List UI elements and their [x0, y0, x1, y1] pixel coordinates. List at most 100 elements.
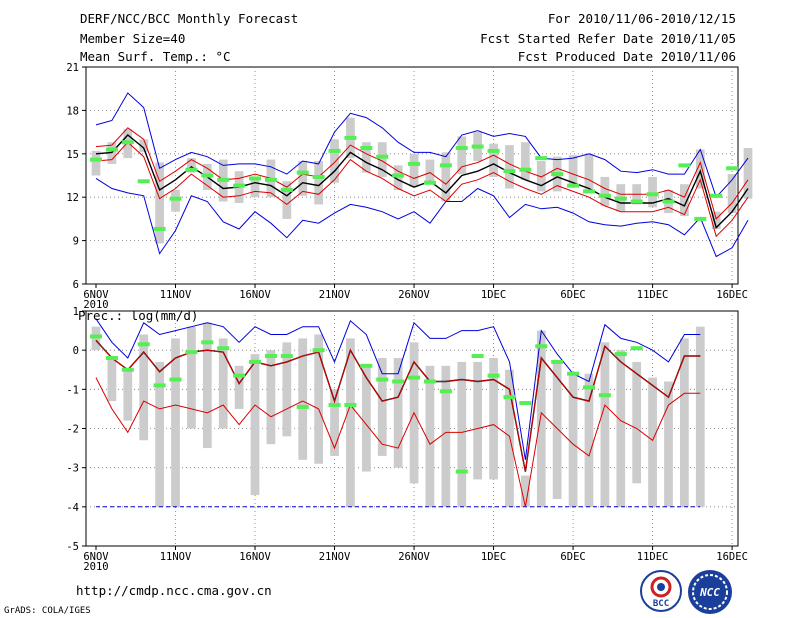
- prec-spread-box: [552, 361, 562, 499]
- temp-observed-mark: [439, 163, 452, 168]
- prec-xtick-label: 16NOV: [239, 551, 271, 563]
- temp-line-mean-sd: [95, 141, 749, 238]
- prec-spread-box: [648, 377, 657, 507]
- temp-observed-mark: [312, 174, 325, 179]
- prec-ytick-label: 1: [73, 306, 79, 318]
- prec-spread-box: [361, 365, 371, 472]
- prec-spread-box: [107, 358, 117, 402]
- prec-ytick-label: -4: [66, 502, 79, 514]
- prec-spread-box: [425, 365, 435, 507]
- prec-xtick-label: 6NOV: [83, 551, 109, 563]
- source-url[interactable]: http://cmdp.ncc.cma.gov.cn: [76, 583, 272, 598]
- temp-observed-mark: [328, 148, 341, 153]
- temp-observed-mark: [296, 170, 309, 175]
- temp-spread-box: [648, 176, 657, 208]
- prec-observed-mark: [249, 359, 262, 364]
- temp-spread-box: [727, 174, 737, 214]
- temp-xtick-label: 11DEC: [637, 289, 669, 301]
- temp-spread-box: [155, 162, 164, 244]
- prec-xtick-label: 6DEC: [560, 551, 585, 563]
- prec-observed-mark: [376, 377, 389, 382]
- prec-spread-box: [171, 338, 180, 507]
- temp-observed-mark: [137, 179, 150, 184]
- temp-observed-mark: [519, 167, 532, 172]
- prec-spread-box: [680, 338, 689, 507]
- temp-observed-mark: [503, 169, 516, 174]
- prec-spread-box: [489, 358, 498, 480]
- temp-ytick-label: 21: [66, 62, 79, 74]
- prec-observed-mark: [423, 379, 436, 384]
- temp-observed-mark: [726, 166, 739, 171]
- prec-observed-mark: [567, 371, 580, 376]
- prec-observed-mark: [471, 354, 484, 359]
- bcc-logo: BCC: [640, 570, 682, 612]
- temp-spread-box: [441, 152, 451, 202]
- temp-line-mean-sd: [95, 127, 749, 220]
- temp-spread-box: [489, 143, 498, 177]
- prec-observed-mark: [90, 334, 102, 339]
- prec-spread-box: [250, 354, 260, 496]
- prec-observed-mark: [360, 363, 373, 368]
- temp-frame: [85, 66, 739, 285]
- prec-observed-mark: [582, 385, 595, 390]
- prec-spread-box: [234, 365, 244, 409]
- prec-spread-box: [266, 350, 276, 445]
- prec-xtick-label: 21NOV: [319, 551, 351, 563]
- temp-spread-box: [91, 150, 101, 176]
- temp-spread-box: [600, 176, 610, 206]
- prec-observed-mark: [503, 395, 516, 400]
- temp-observed-mark: [662, 199, 675, 204]
- prec-spread-box: [187, 326, 196, 429]
- temp-observed-mark: [280, 187, 293, 192]
- variable-label: Mean Surf. Temp.: °C: [80, 49, 231, 64]
- temp-observed-mark: [487, 148, 500, 153]
- prec-observed-mark: [137, 342, 150, 347]
- temp-observed-mark: [710, 193, 723, 198]
- temp-spread-box: [680, 184, 689, 217]
- bcc-logo-text: BCC: [653, 599, 669, 609]
- temp-xtick-label: 16NOV: [239, 289, 271, 301]
- prec-observed-mark: [169, 377, 182, 382]
- prec-spread-box: [314, 334, 324, 464]
- prec-observed-mark: [264, 354, 277, 359]
- temp-panel: 6 9 12 15 18 21 6NOV 11NOV 16NOV 21NOV 26NOV 1DEC 6D…: [66, 62, 753, 311]
- prec-spread-box: [330, 389, 339, 456]
- prec-xtick-label: 1DEC: [481, 551, 506, 563]
- prec-ytick-label: -3: [66, 463, 79, 475]
- temp-observed-mark: [376, 154, 389, 159]
- prec-spread-box: [584, 373, 594, 507]
- temp-line-member-min: [95, 177, 749, 258]
- temp-observed-mark: [455, 146, 468, 151]
- prec-observed-mark: [217, 346, 230, 351]
- temp-observed-mark: [551, 172, 564, 177]
- temp-observed-mark: [249, 176, 262, 181]
- temp-spread-box: [393, 165, 403, 190]
- temp-spread-box: [520, 142, 530, 180]
- temp-observed-mark: [630, 199, 643, 204]
- prec-spread-box: [632, 361, 642, 484]
- prec-spread-box: [393, 358, 403, 468]
- prec-spread-box: [664, 381, 673, 507]
- temp-observed-mark: [264, 177, 277, 182]
- prec-spread-box: [346, 338, 355, 507]
- produced-date: Fcst Produced Date 2010/11/06: [517, 49, 736, 64]
- prec-xtick-label: 11NOV: [160, 551, 192, 563]
- prec-observed-mark: [551, 359, 564, 364]
- temp-observed-mark: [471, 144, 484, 149]
- temp-ytick-label: 18: [66, 105, 79, 117]
- temp-spread-box: [505, 145, 514, 189]
- temp-spread-box: [536, 161, 546, 192]
- temp-spread-box: [377, 142, 387, 177]
- prec-observed-mark: [439, 389, 452, 394]
- prec-observed-mark: [280, 354, 293, 359]
- prec-observed-mark: [344, 403, 357, 407]
- prec-spread-box: [600, 342, 610, 507]
- prec-spread-box: [568, 373, 578, 507]
- temp-spread-box: [282, 181, 292, 219]
- ncc-logo-text: NCC: [699, 586, 720, 599]
- temp-spread-box: [330, 139, 339, 183]
- prec-spread-box: [695, 326, 705, 507]
- temp-year-label: 2010: [83, 299, 108, 311]
